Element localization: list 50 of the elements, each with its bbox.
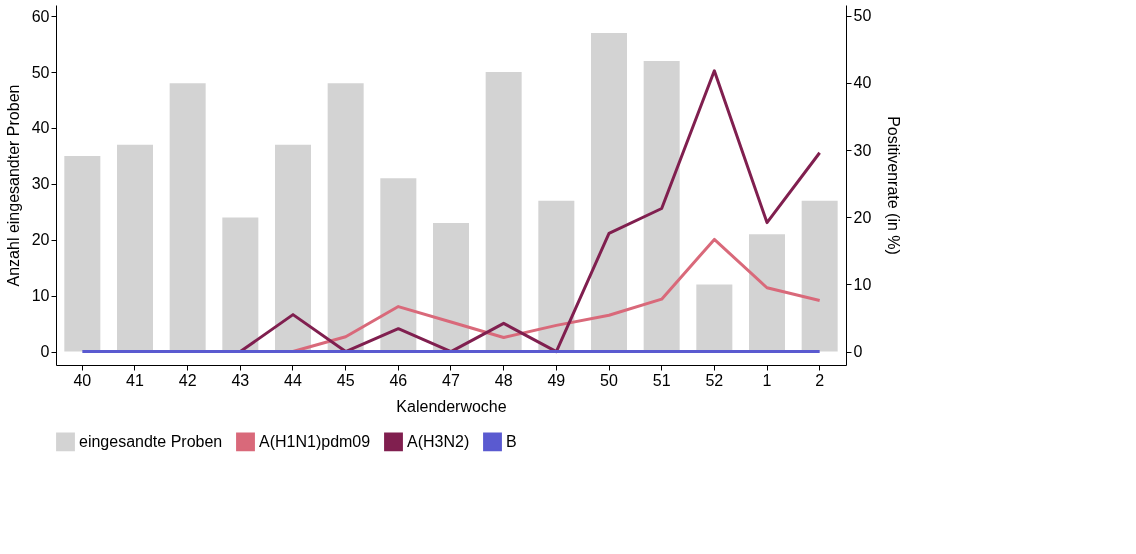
bar <box>538 200 575 352</box>
x-tick-label: 42 <box>178 371 197 389</box>
x-tick-label: 41 <box>126 371 144 389</box>
bar <box>591 32 627 352</box>
x-tick-label: 50 <box>600 371 618 389</box>
bar <box>169 83 206 352</box>
bar <box>380 178 417 352</box>
y-tick-label: 0 <box>40 343 50 361</box>
y-tick-label: 50 <box>31 63 50 81</box>
y-tick-label: 60 <box>31 7 50 25</box>
x-tick-label: 49 <box>547 371 566 389</box>
legend-label: A(H1N1)pdm09 <box>259 432 371 450</box>
bar <box>643 60 680 352</box>
y2-tick-label: 50 <box>853 7 872 25</box>
y2-axis-title: Positivenrate (in %) <box>885 116 903 255</box>
bar <box>801 200 838 352</box>
bar <box>117 144 153 352</box>
x-tick-label: 51 <box>652 371 671 389</box>
bar <box>433 223 469 352</box>
y-tick-label: 10 <box>31 287 50 305</box>
x-tick-label: 40 <box>73 371 92 389</box>
bar <box>64 155 101 352</box>
bar <box>275 144 311 352</box>
bar <box>749 234 785 352</box>
y-tick-label: 40 <box>31 119 50 137</box>
y2-tick-label: 20 <box>853 208 872 226</box>
x-tick-label: 44 <box>284 371 302 389</box>
x-tick-label: 47 <box>442 371 460 389</box>
legend-label: A(H3N2) <box>407 432 470 450</box>
y2-tick-label: 10 <box>853 275 872 293</box>
bar <box>327 83 364 352</box>
legend-label: B <box>506 432 517 450</box>
x-tick-label: 48 <box>494 371 513 389</box>
y2-tick-label: 40 <box>853 74 872 92</box>
bar <box>696 284 733 352</box>
x-tick-label: 1 <box>762 371 772 389</box>
x-axis-title: Kalenderwoche <box>396 397 507 415</box>
x-tick-label: 46 <box>389 371 408 389</box>
y2-tick-label: 30 <box>853 141 872 159</box>
bar <box>485 72 522 352</box>
y-axis-title: Anzahl eingesandter Proben <box>4 84 22 287</box>
x-tick-label: 43 <box>231 371 250 389</box>
y2-tick-label: 0 <box>853 343 863 361</box>
x-tick-label: 52 <box>705 371 724 389</box>
x-tick-label: 2 <box>815 371 825 389</box>
bar <box>222 217 259 352</box>
legend-label: eingesandte Proben <box>79 432 223 450</box>
y-tick-label: 30 <box>31 175 50 193</box>
y-tick-label: 20 <box>31 231 50 249</box>
x-tick-label: 45 <box>336 371 355 389</box>
